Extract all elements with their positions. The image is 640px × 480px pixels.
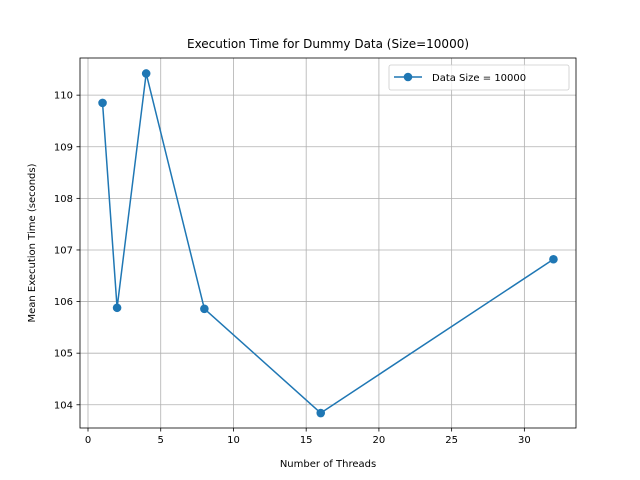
data-point — [200, 304, 209, 314]
x-tick-label: 0 — [85, 435, 91, 446]
x-axis-label: Number of Threads — [280, 459, 376, 470]
y-tick-label: 106 — [54, 297, 73, 308]
y-tick-label: 108 — [54, 194, 73, 205]
y-tick-label: 109 — [54, 142, 73, 153]
y-tick-label: 107 — [54, 245, 73, 256]
y-tick-label: 105 — [54, 349, 73, 360]
y-axis-label: Mean Execution Time (seconds) — [27, 163, 38, 322]
x-tick-label: 5 — [158, 435, 164, 446]
data-point — [98, 98, 107, 108]
x-tick-label: 30 — [518, 435, 531, 446]
x-axis: 0 5 10 15 20 25 30 — [85, 428, 531, 446]
series-group — [98, 69, 558, 418]
data-point — [549, 254, 558, 264]
x-tick-label: 25 — [445, 435, 458, 446]
chart-title: Execution Time for Dummy Data (Size=1000… — [187, 37, 469, 51]
legend-marker — [403, 72, 413, 82]
series-line — [101, 72, 554, 414]
legend-label: Data Size = 10000 — [432, 73, 526, 84]
x-tick-label: 10 — [227, 435, 240, 446]
data-point — [316, 408, 326, 418]
x-tick-label: 20 — [373, 435, 386, 446]
data-point — [112, 303, 122, 313]
plot-area-frame — [79, 57, 577, 429]
legend: Data Size = 10000 — [388, 64, 570, 91]
data-point — [141, 69, 151, 78]
y-tick-label: 104 — [54, 400, 73, 411]
y-axis: 104 105 106 107 108 109 110 — [54, 91, 80, 411]
y-tick-label: 110 — [54, 91, 73, 102]
legend-box — [388, 64, 570, 91]
x-tick-label: 15 — [300, 435, 313, 446]
grid — [80, 58, 576, 428]
